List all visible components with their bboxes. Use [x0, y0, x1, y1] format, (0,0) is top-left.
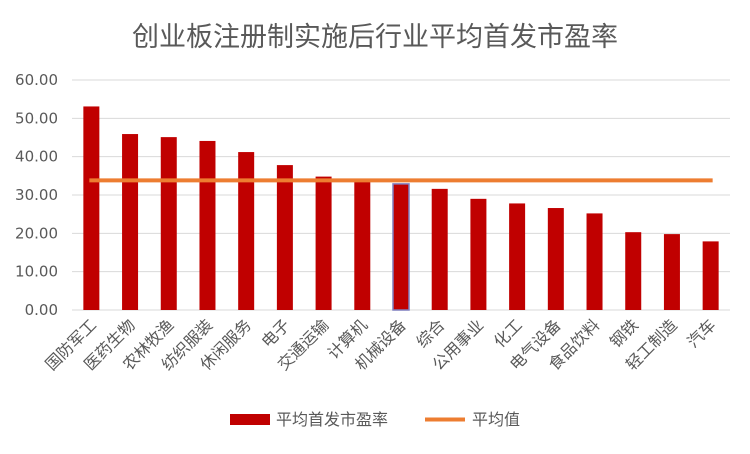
bar	[199, 140, 216, 310]
bar	[276, 165, 293, 310]
y-tick-label: 60.00	[15, 71, 58, 89]
legend-label-bar: 平均首发市盈率	[276, 410, 388, 429]
legend-swatch-bar	[230, 414, 270, 425]
bar	[392, 183, 410, 311]
x-tick-label: 汽车	[683, 315, 719, 351]
bar	[702, 241, 719, 310]
bar	[509, 203, 526, 310]
bar	[354, 181, 371, 310]
legend: 平均首发市盈率 平均值	[230, 410, 520, 429]
y-tick-label: 10.00	[15, 263, 58, 281]
bar	[83, 106, 100, 310]
y-tick-label: 0.00	[25, 301, 58, 319]
bar	[315, 176, 332, 310]
y-tick-label: 30.00	[15, 186, 58, 204]
bar	[547, 208, 564, 310]
bar	[122, 134, 139, 310]
bar-series	[83, 106, 719, 311]
chart-title: 创业板注册制实施后行业平均首发市盈率	[132, 22, 618, 53]
bar	[431, 188, 448, 310]
bar	[586, 213, 603, 310]
bar	[663, 234, 680, 310]
y-tick-label: 40.00	[15, 148, 58, 166]
bar	[160, 137, 177, 310]
x-axis: 国防军工医药生物农林牧渔纺织服装休闲服务 电子交通运输计算机机械设备 综合公用事业化…	[41, 315, 719, 374]
y-tick-label: 50.00	[15, 109, 58, 127]
y-tick-label: 20.00	[15, 224, 58, 242]
bar	[625, 232, 642, 310]
legend-label-line: 平均值	[472, 410, 520, 429]
bar	[238, 152, 255, 310]
bar	[470, 198, 487, 310]
y-axis: 0.00 10.00 20.00 30.00 40.00 50.00 60.00	[15, 71, 58, 319]
